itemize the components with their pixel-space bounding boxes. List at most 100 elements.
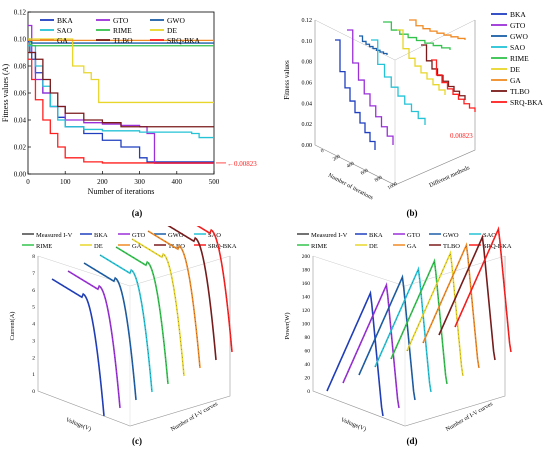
box-edge [312,255,406,287]
x-axis-label: Number of iterations [88,187,155,196]
series-line-tlbo [421,44,466,100]
y-tick-label: 0.12 [14,9,27,17]
z-axis-label: Number of I-V curves [445,400,495,433]
measured-curve-3 [83,262,137,401]
legend-label: SAO [483,232,496,239]
legend-label: BKA [369,232,383,239]
y-tick-label: 0.08 [14,63,27,71]
box-outline [37,256,231,427]
measured-curve-6 [131,238,185,377]
curve-3 [83,262,137,401]
y-tick-label: 7 [32,271,35,277]
y-axis-label: Fitness values [283,60,291,100]
x-tick-label: 200 [332,154,341,162]
curve-1 [326,290,384,417]
measured-curve-2 [67,270,121,409]
y-tick-label: 160 [302,281,311,287]
y-tick-label: 1 [32,372,35,378]
legend-label: Measured I-V [311,232,348,239]
y-tick-label: 0.00 [302,143,313,149]
x-tick-label: 1000 [387,182,399,192]
x-axis-label: Number of iterations [327,172,375,202]
y-tick-label: 0.12 [302,18,313,24]
y-tick-label: 0.02 [302,122,313,128]
caption-c: (c) [132,436,142,446]
y-tick-label: 80 [305,335,311,341]
legend-label-rime: RIME [113,26,132,35]
legend-label-rime: RIME [510,54,529,63]
series-line-ga [409,19,466,40]
legend-label-sao: SAO [57,26,73,35]
legend-label-gto: GTO [510,21,526,30]
series-line-srq-bka [431,59,476,112]
y-tick-label: 0.00 [14,171,27,179]
y-tick-label: 8 [32,254,35,260]
legend-label: GA [407,243,417,250]
x-tick-label: 400 [346,161,355,169]
measured-curve-4 [99,254,153,393]
measured-curve-8 [168,226,217,361]
box-edge [314,19,396,61]
curve-1 [51,278,105,417]
legend-label: DE [94,243,103,250]
series-line-sao [371,39,426,125]
measured-curve-7 [147,230,201,369]
y-tick-label: 2 [32,355,35,361]
series-line-de [397,29,446,95]
y-tick-label: 0.04 [14,117,27,125]
y-tick-label: 180 [302,268,311,274]
curve-3 [358,274,416,401]
legend-label-srq-bka: SRQ-BKA [167,36,201,45]
legend-label-gwo: GWO [510,32,528,41]
y-tick-label: 200 [302,254,311,260]
curve-6 [131,238,185,377]
legend-label: GTO [132,232,146,239]
curve-2 [67,270,121,409]
y-tick-label: 60 [305,349,311,355]
legend-label-de: DE [510,65,520,74]
y-tick-label: 0.06 [14,90,27,98]
x-tick-label: 800 [374,175,383,183]
curve-2 [342,282,400,409]
legend-label: Measured I-V [36,232,73,239]
x-tick-label: 100 [60,178,71,186]
legend-label: GA [132,243,142,250]
curve-9 [454,226,512,353]
y-tick-label: 140 [302,295,311,301]
curve-4 [374,266,432,393]
y-tick-label: 3 [32,338,35,344]
legend-label: TLBO [168,243,185,250]
x-tick-label: 500 [209,178,220,186]
legend-label-bka: BKA [57,16,73,25]
y-tick-label: 0.08 [302,60,313,66]
legend-label: RIME [36,243,52,250]
legend-label-gto: GTO [113,16,129,25]
x-tick-label: 0 [26,178,30,186]
series-line-bka [335,39,376,150]
series-line-gto [347,29,394,145]
measured-curve-9 [197,226,233,353]
legend-label: SRQ-BKA [483,243,512,250]
z-axis-label: Number of I-V curves [170,400,220,433]
y-tick-label: 120 [302,308,311,314]
y-tick-label: 20 [305,376,311,382]
y-tick-label: 0 [307,389,310,395]
series-line-srq-bka [28,58,214,164]
legend-label-sao: SAO [510,43,526,52]
annotation-label: 0.00823 [450,132,473,140]
caption-d: (d) [407,436,418,446]
y-tick-label: 5 [32,305,35,311]
x-axis-label: Voltage(V) [65,416,92,432]
panel-d-3d-pv-curves: Measured I-V BKA GTO GWO SAO RIME DE GA TLBO SRQ-… [284,226,512,446]
y-tick-label: 100 [302,322,311,328]
box-edge [129,255,231,287]
y-tick-label: 6 [32,288,35,294]
annotation-label: ←0.00823 [227,160,257,168]
legend-label: GWO [168,232,184,239]
caption-b: (b) [407,208,418,218]
x-axis-label: Voltage(V) [340,416,367,432]
series-line-tlbo [28,51,214,128]
legend-label: BKA [94,232,108,239]
